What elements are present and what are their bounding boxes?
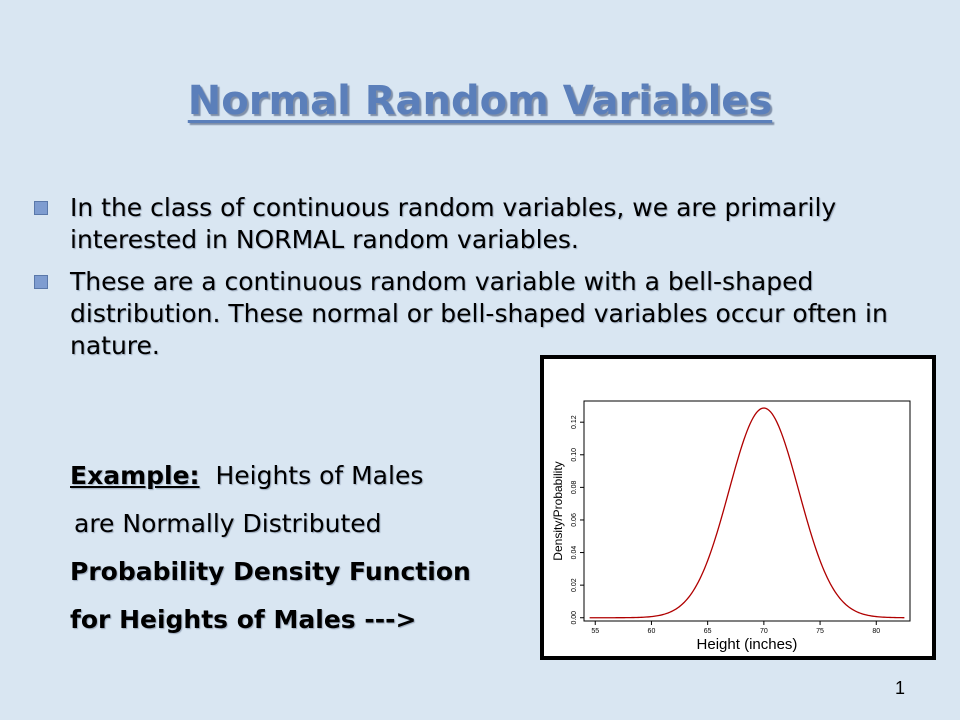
example-line-1: Example: Heights of Males [70, 452, 471, 500]
x-tick-label: 55 [591, 628, 599, 635]
bullet-item: These are a continuous random variable w… [34, 266, 924, 362]
square-bullet-icon [34, 275, 48, 289]
y-tick-label: 0.08 [571, 480, 578, 494]
x-tick-label: 70 [760, 628, 768, 635]
bullet-text: In the class of continuous random variab… [70, 193, 837, 254]
y-tick-label: 0.00 [571, 611, 578, 625]
density-curve [589, 407, 905, 619]
y-tick-label: 0.04 [571, 546, 578, 560]
x-tick-label: 65 [704, 628, 712, 635]
y-tick-label: 0.12 [571, 415, 578, 429]
bullet-list: In the class of continuous random variab… [34, 192, 924, 372]
plot-frame [583, 400, 911, 622]
y-tick-label: 0.10 [571, 448, 578, 462]
pdf-chart: 0.00 0.02 0.04 0.06 0.08 0.10 0.12 55 60 65 70 75 8… [540, 355, 936, 660]
y-axis: 0.00 0.02 0.04 0.06 0.08 0.10 0.12 [571, 415, 584, 625]
example-line-2: are Normally Distributed [74, 509, 382, 538]
example-line-3: Probability Density Function [70, 557, 471, 586]
bullet-item: In the class of continuous random variab… [34, 192, 924, 256]
x-tick-label: 80 [872, 628, 880, 635]
y-axis-label: Density/Probability [551, 461, 565, 560]
x-axis-label: Height (inches) [697, 636, 798, 653]
y-tick-label: 0.02 [571, 578, 578, 592]
example-text: Heights of Males [215, 461, 424, 490]
y-tick-label: 0.06 [571, 513, 578, 527]
example-line-4: for Heights of Males ---> [70, 605, 417, 634]
square-bullet-icon [34, 201, 48, 215]
page-number: 1 [894, 678, 905, 698]
example-label: Example: [70, 461, 200, 490]
x-tick-label: 60 [648, 628, 656, 635]
x-tick-label: 75 [816, 628, 824, 635]
slide-title: Normal Random Variables [187, 78, 773, 124]
x-axis: 55 60 65 70 75 80 [591, 621, 880, 635]
chart-svg: 0.00 0.02 0.04 0.06 0.08 0.10 0.12 55 60 65 70 75 8… [551, 400, 911, 653]
bullet-text: These are a continuous random variable w… [70, 267, 888, 360]
example-block: Example: Heights of Males are Normally D… [70, 452, 471, 644]
